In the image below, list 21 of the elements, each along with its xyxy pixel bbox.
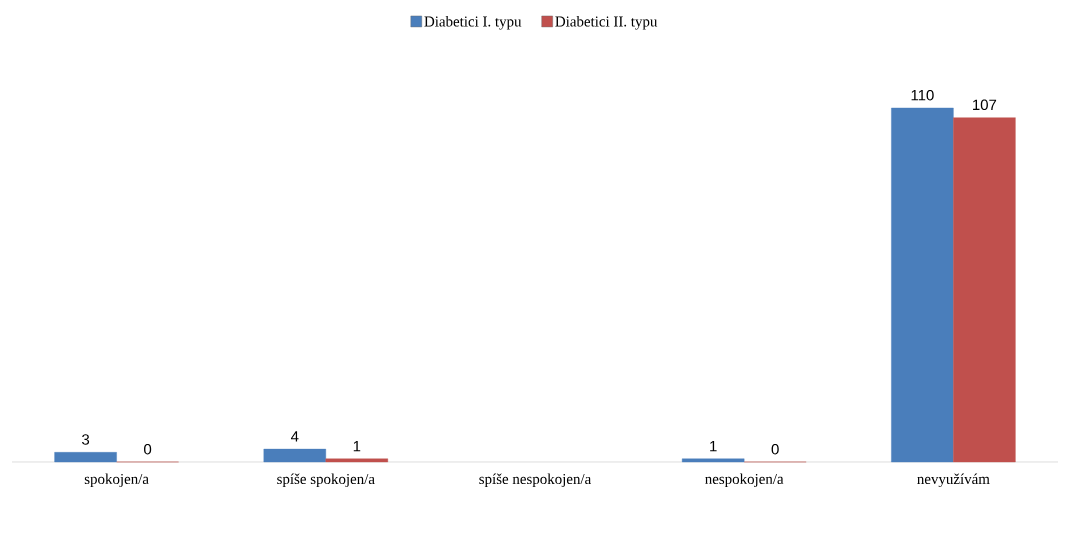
legend-label: Diabetici I. typu xyxy=(424,16,522,30)
bar xyxy=(891,107,954,463)
x-tick-label: spíše nespokojen/a xyxy=(479,473,592,488)
x-tick-label: nevyužívám xyxy=(917,473,990,488)
x-tick-label: nespokojen/a xyxy=(705,473,784,488)
data-label: 107 xyxy=(973,99,997,111)
data-label: 0 xyxy=(771,443,779,455)
bar xyxy=(681,458,745,463)
legend-label: Diabetici II. typu xyxy=(555,16,658,30)
data-label: 1 xyxy=(353,440,361,452)
x-tick-label: spíše spokojen/a xyxy=(277,473,375,488)
bar xyxy=(325,458,388,463)
bar xyxy=(54,452,117,463)
bar xyxy=(263,448,326,463)
data-label: 110 xyxy=(911,89,934,101)
data-label: 4 xyxy=(290,431,299,442)
x-tick-label: spokojen/a xyxy=(84,473,149,488)
data-label: 3 xyxy=(82,434,90,445)
data-label: 1 xyxy=(710,440,717,452)
bar xyxy=(953,117,1016,463)
data-label: 0 xyxy=(144,443,152,455)
